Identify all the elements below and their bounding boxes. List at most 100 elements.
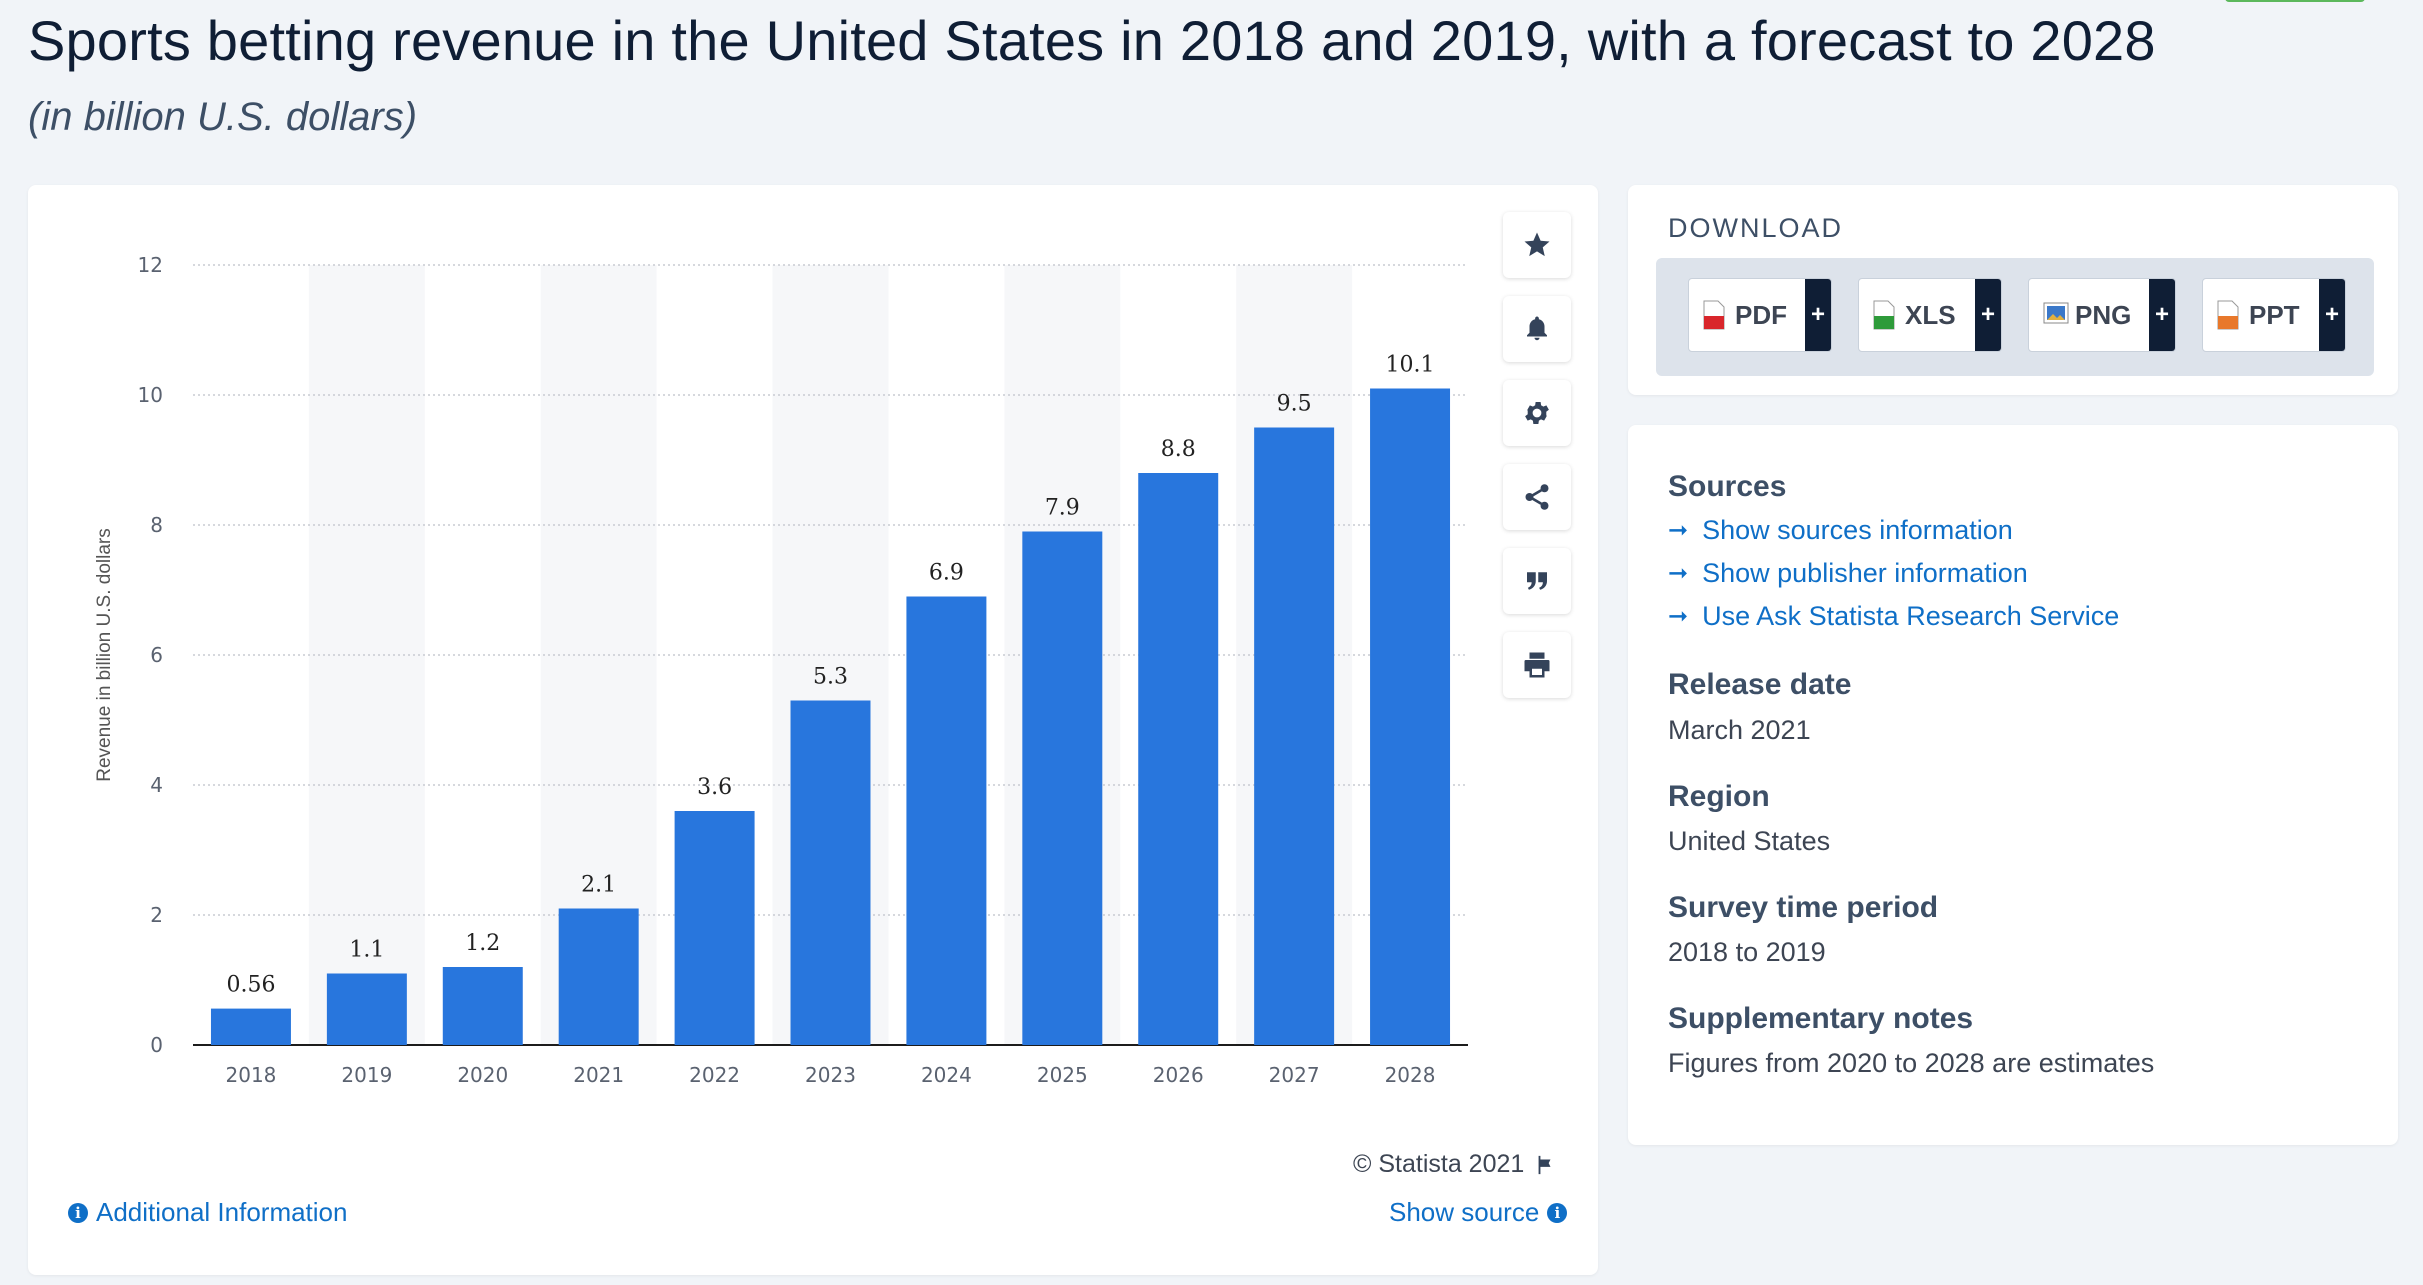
- png-file-icon: [2043, 300, 2069, 330]
- plus-icon: +: [1975, 279, 2001, 351]
- show-sources-link[interactable]: ➞ Show sources information: [1668, 515, 2013, 546]
- sources-heading: Sources: [1668, 470, 1787, 503]
- flag-icon[interactable]: [1534, 1154, 1556, 1176]
- bar-chart: 0 2 4 6 8 10 12 0.56 2018 1.1 2019 1.2 2020 2.1 2021 3.…: [94, 253, 1468, 1087]
- show-publisher-link[interactable]: ➞ Show publisher information: [1668, 558, 2028, 589]
- supplementary-notes-value: Figures from 2020 to 2028 are estimates: [1668, 1048, 2155, 1078]
- supplementary-notes-heading: Supplementary notes: [1668, 1002, 1974, 1035]
- download-heading: DOWNLOAD: [1668, 213, 1844, 243]
- share-icon: [1525, 484, 1549, 510]
- ppt-label: PPT: [2249, 299, 2300, 330]
- favorite-button[interactable]: [1503, 212, 1571, 278]
- cite-button[interactable]: [1503, 548, 1571, 614]
- data-label: 8.8: [1161, 437, 1196, 462]
- bar: [790, 700, 871, 1045]
- ppt-file-icon: [2217, 300, 2239, 330]
- notification-button[interactable]: [1503, 296, 1571, 362]
- y-tick-label: 2: [150, 903, 163, 927]
- print-button[interactable]: [1503, 632, 1571, 698]
- bar: [1022, 531, 1103, 1045]
- x-tick-label: 2022: [689, 1063, 740, 1087]
- y-axis-title: Revenue in billion U.S. dollars: [94, 528, 115, 781]
- survey-period-heading: Survey time period: [1668, 891, 1939, 924]
- download-ppt-button[interactable]: PPT +: [2202, 278, 2346, 352]
- bar: [558, 908, 639, 1045]
- additional-information-label: Additional Information: [96, 1197, 348, 1227]
- copyright: © Statista 2021: [1353, 1150, 1556, 1179]
- plus-icon: +: [1805, 279, 1831, 351]
- bar: [442, 967, 523, 1045]
- data-label: 5.3: [813, 665, 848, 690]
- download-xls-button[interactable]: XLS +: [1858, 278, 2002, 352]
- xls-label: XLS: [1905, 299, 1956, 330]
- x-tick-label: 2021: [573, 1063, 624, 1087]
- x-tick-label: 2025: [1037, 1063, 1088, 1087]
- y-tick-label: 10: [138, 383, 163, 407]
- bar: [1254, 427, 1335, 1045]
- star-icon: [1524, 232, 1550, 257]
- page-title: Sports betting revenue in the United Sta…: [28, 9, 2156, 72]
- top-badge: [2225, 0, 2365, 2]
- y-tick-label: 4: [150, 773, 163, 797]
- release-date-heading: Release date: [1668, 668, 1852, 701]
- y-tick-label: 8: [150, 513, 163, 537]
- arrow-right-icon: ➞: [1668, 560, 1689, 587]
- bar: [210, 1008, 291, 1045]
- data-label: 3.6: [697, 775, 732, 800]
- y-tick-label: 0: [150, 1033, 163, 1057]
- bar: [674, 811, 755, 1045]
- release-date-value: March 2021: [1668, 715, 1811, 745]
- data-label: 0.56: [226, 973, 275, 998]
- share-button[interactable]: [1503, 464, 1571, 530]
- ask-statista-link[interactable]: ➞ Use Ask Statista Research Service: [1668, 601, 2119, 632]
- download-png-button[interactable]: PNG +: [2028, 278, 2176, 352]
- x-tick-label: 2028: [1385, 1063, 1436, 1087]
- data-label: 1.2: [465, 931, 500, 956]
- arrow-right-icon: ➞: [1668, 603, 1689, 630]
- show-sources-label: Show sources information: [1702, 515, 2013, 545]
- info-icon: i: [1547, 1202, 1568, 1223]
- png-label: PNG: [2075, 299, 2132, 330]
- y-tick-label: 12: [138, 253, 163, 277]
- download-bar: PDF + XLS + PNG + PPT +: [1656, 258, 2374, 376]
- x-tick-label: 2027: [1269, 1063, 1320, 1087]
- copyright-text: © Statista 2021: [1353, 1150, 1525, 1178]
- data-label: 2.1: [581, 873, 616, 898]
- survey-period-value: 2018 to 2019: [1668, 937, 1826, 967]
- column-band: [308, 265, 425, 1045]
- region-heading: Region: [1668, 780, 1770, 813]
- x-tick-label: 2023: [805, 1063, 856, 1087]
- data-label: 10.1: [1386, 353, 1435, 378]
- bar: [1370, 388, 1451, 1045]
- settings-button[interactable]: [1503, 380, 1571, 446]
- x-tick-label: 2024: [921, 1063, 972, 1087]
- download-card: DOWNLOAD PDF + XLS + PNG + P: [1628, 185, 2398, 395]
- bar: [906, 596, 987, 1045]
- plus-icon: +: [2149, 279, 2175, 351]
- show-publisher-label: Show publisher information: [1702, 558, 2028, 588]
- bar: [326, 973, 407, 1045]
- gear-icon: [1525, 402, 1549, 424]
- show-source-label: Show source: [1389, 1197, 1540, 1227]
- arrow-right-icon: ➞: [1668, 517, 1689, 544]
- chart-card: 0 2 4 6 8 10 12 0.56 2018 1.1 2019 1.2 2020 2.1 2021 3.…: [28, 185, 1598, 1275]
- region-value: United States: [1668, 826, 1831, 856]
- quote-icon: [1527, 572, 1547, 590]
- bar: [1138, 473, 1219, 1045]
- x-tick-label: 2018: [226, 1063, 277, 1087]
- xls-file-icon: [1873, 300, 1895, 330]
- info-card: Sources ➞ Show sources information ➞ Sho…: [1628, 425, 2398, 1145]
- x-tick-label: 2019: [341, 1063, 392, 1087]
- pdf-label: PDF: [1735, 299, 1787, 330]
- x-tick-label: 2026: [1153, 1063, 1204, 1087]
- show-source-link[interactable]: Show source i: [1389, 1197, 1568, 1228]
- x-tick-label: 2020: [457, 1063, 508, 1087]
- bell-icon: [1527, 316, 1547, 341]
- pdf-file-icon: [1703, 300, 1725, 330]
- additional-information-link[interactable]: i Additional Information: [68, 1197, 347, 1228]
- data-label: 6.9: [929, 561, 964, 586]
- download-pdf-button[interactable]: PDF +: [1688, 278, 1832, 352]
- data-label: 9.5: [1277, 392, 1312, 417]
- plus-icon: +: [2319, 279, 2345, 351]
- page-subtitle: (in billion U.S. dollars): [28, 95, 418, 139]
